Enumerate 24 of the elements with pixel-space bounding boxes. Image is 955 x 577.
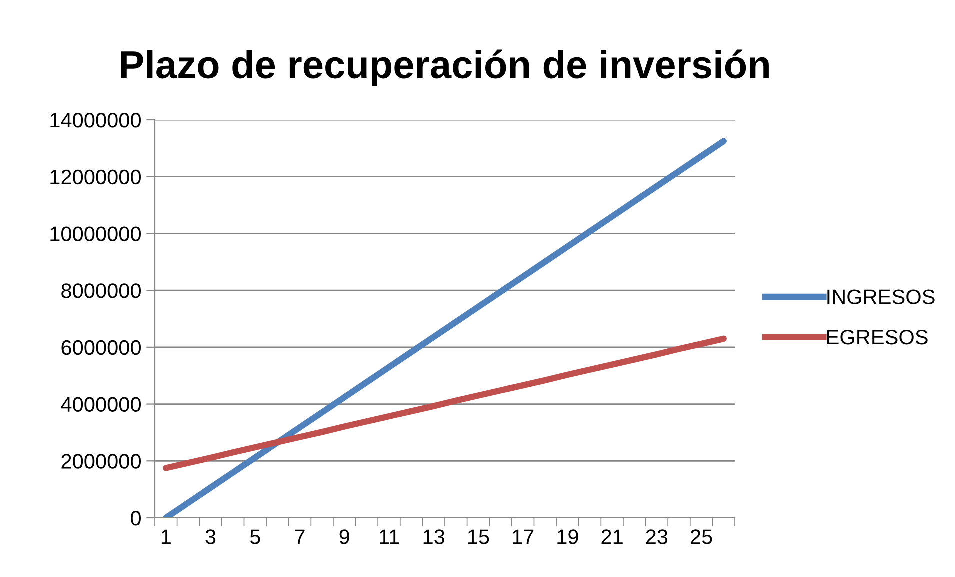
x-tick-label: 15 <box>468 530 490 544</box>
x-tick-label: 13 <box>424 530 445 544</box>
legend-label: INGRESOS <box>828 290 935 304</box>
y-tick-label: 0 <box>131 511 141 526</box>
x-tick-label: 5 <box>250 530 260 544</box>
y-tick-label: 4000000 <box>61 397 141 412</box>
x-tick-label: 19 <box>558 530 578 544</box>
x-tick-label: 7 <box>295 530 305 544</box>
y-tick-label: 10000000 <box>50 226 141 242</box>
x-tick-label: 21 <box>602 530 623 544</box>
x-tick-label: 17 <box>513 530 534 544</box>
y-tick-label: 6000000 <box>62 340 141 356</box>
y-tick-label: 2000000 <box>62 454 141 469</box>
chart-title: Plazo de recuperación de inversión <box>121 50 769 86</box>
x-tick-label: 23 <box>646 530 668 544</box>
legend-label: EGRESOS <box>827 330 928 345</box>
y-tick-label: 14000000 <box>50 113 141 128</box>
x-tick-label: 3 <box>206 530 216 544</box>
y-tick-label: 12000000 <box>50 170 141 185</box>
x-tick-label: 1 <box>162 530 171 544</box>
x-tick-label: 25 <box>691 530 712 544</box>
y-tick-label: 8000000 <box>62 284 141 298</box>
x-tick-label: 9 <box>340 530 350 544</box>
x-tick-label: 11 <box>380 530 400 544</box>
